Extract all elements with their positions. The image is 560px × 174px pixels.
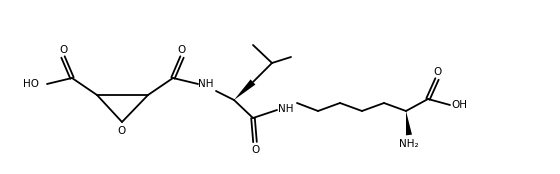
Text: OH: OH (451, 100, 467, 110)
Text: O: O (433, 67, 441, 77)
Text: NH: NH (198, 79, 214, 89)
Text: O: O (59, 45, 67, 55)
Text: O: O (178, 45, 186, 55)
Polygon shape (234, 80, 255, 100)
Text: NH₂: NH₂ (399, 139, 419, 149)
Text: NH: NH (278, 104, 294, 114)
Text: HO: HO (23, 79, 39, 89)
Text: O: O (251, 145, 259, 155)
Polygon shape (406, 111, 412, 135)
Text: O: O (118, 126, 126, 136)
